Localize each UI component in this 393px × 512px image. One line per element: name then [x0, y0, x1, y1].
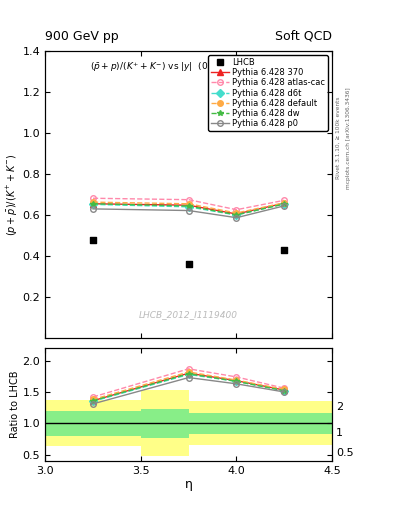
- Point: [281, 246, 287, 254]
- Text: Soft QCD: Soft QCD: [275, 30, 332, 42]
- Legend: LHCB, Pythia 6.428 370, Pythia 6.428 atlas-cac, Pythia 6.428 d6t, Pythia 6.428 d: LHCB, Pythia 6.428 370, Pythia 6.428 atl…: [208, 55, 328, 131]
- Y-axis label: Ratio to LHCB: Ratio to LHCB: [10, 371, 20, 438]
- Text: mcplots.cern.ch [arXiv:1306.3436]: mcplots.cern.ch [arXiv:1306.3436]: [346, 88, 351, 189]
- Text: 2: 2: [336, 402, 343, 412]
- Text: 900 GeV pp: 900 GeV pp: [45, 30, 119, 42]
- X-axis label: η: η: [185, 478, 193, 492]
- Y-axis label: $(p+\bar{p})/(K^{+} + K^{-})$: $(p+\bar{p})/(K^{+} + K^{-})$: [5, 154, 20, 236]
- Text: LHCB_2012_I1119400: LHCB_2012_I1119400: [139, 310, 238, 319]
- Point: [185, 260, 192, 268]
- Text: 1: 1: [336, 428, 343, 438]
- Point: [90, 236, 96, 244]
- Text: Rivet 3.1.10, ≥ 100k events: Rivet 3.1.10, ≥ 100k events: [336, 97, 341, 180]
- Text: 0.5: 0.5: [336, 448, 354, 458]
- Text: $(\bar{p}+p)/(K^{+}+K^{-})$ vs $|y|$  $(0.0 < p_{\mathrm{T}} < 0.8$ GeV$)$: $(\bar{p}+p)/(K^{+}+K^{-})$ vs $|y|$ $(0…: [90, 60, 288, 74]
